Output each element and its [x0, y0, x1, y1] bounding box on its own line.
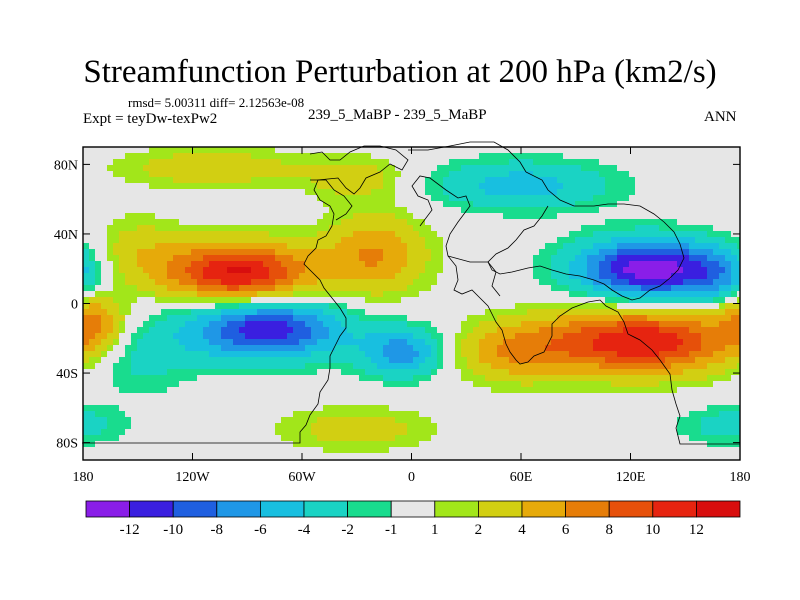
contour-field: [83, 147, 741, 461]
x-tick-label: 60E: [510, 470, 533, 485]
colorbar-swatch: [347, 500, 392, 518]
stats-label: rmsd= 5.00311 diff= 2.12563e-08: [128, 95, 305, 110]
colorbar-swatch: [216, 500, 261, 518]
coastlines: [82, 141, 740, 445]
colorbar-swatch: [565, 500, 610, 518]
colorbar-label: -4: [298, 522, 311, 538]
colorbar-label: -12: [120, 522, 140, 538]
colorbar-label: -8: [211, 522, 224, 538]
coastline-mediterranean: [447, 255, 501, 297]
season-label: ANN: [704, 109, 737, 125]
x-tick-label: 180: [730, 470, 751, 485]
colorbar-swatch: [129, 500, 174, 518]
x-tick-label: 180: [73, 470, 94, 485]
colorbar-swatch: [521, 500, 566, 518]
colorbar-label: 6: [562, 522, 570, 538]
coastline-north-america-arctic: [310, 179, 353, 221]
experiment-label: Expt = teyDw-texPw2: [83, 111, 218, 127]
colorbar-label: 2: [475, 522, 483, 538]
y-tick-label: 0: [71, 298, 78, 313]
colorbar-label: -1: [385, 522, 398, 538]
colorbar-swatch: [259, 500, 305, 518]
colorbar-swatch: [434, 500, 479, 518]
colorbar: -12 -10 -8 -6 -4 -2 -1 1 2 4 6 8 10 12: [85, 500, 741, 538]
colorbar-label: -2: [341, 522, 354, 538]
coastline-asia: [487, 171, 685, 301]
colorbar-swatch: [390, 500, 436, 518]
y-tick-label: 80N: [54, 158, 78, 173]
y-tick-label: 80S: [56, 437, 78, 452]
case-label: 239_5_MaBP - 239_5_MaBP: [308, 107, 487, 123]
colorbar-swatch: [696, 500, 741, 518]
colorbar-swatch: [477, 500, 523, 518]
coastline-americas: [82, 145, 409, 444]
colorbar-label: 10: [645, 522, 660, 538]
chart-title: Streamfunction Perturbation at 200 hPa (…: [83, 54, 717, 90]
y-tick-label: 40N: [54, 228, 78, 243]
colorbar-swatch: [85, 500, 130, 518]
colorbar-swatch: [172, 500, 218, 518]
x-tick-label: 0: [408, 470, 415, 485]
x-tick-label: 60W: [288, 470, 316, 485]
colorbar-label: 4: [518, 522, 526, 538]
colorbar-label: 8: [605, 522, 613, 538]
coastline-greenland: [408, 141, 527, 173]
coastline-europe-africa: [411, 175, 740, 445]
colorbar-swatch: [608, 500, 654, 518]
axes: 180 120W 60W 0 60E 120E 180 80N 40N 0 40S 80S: [54, 147, 751, 485]
x-tick-label: 120E: [616, 470, 646, 485]
x-tick-label: 120W: [175, 470, 210, 485]
colorbar-label: -6: [254, 522, 267, 538]
colorbar-label: -10: [163, 522, 183, 538]
colorbar-swatch: [303, 500, 348, 518]
colorbar-swatch: [652, 500, 697, 518]
colorbar-label: 1: [431, 522, 439, 538]
y-tick-label: 40S: [56, 367, 78, 382]
colorbar-label: 12: [689, 522, 704, 538]
